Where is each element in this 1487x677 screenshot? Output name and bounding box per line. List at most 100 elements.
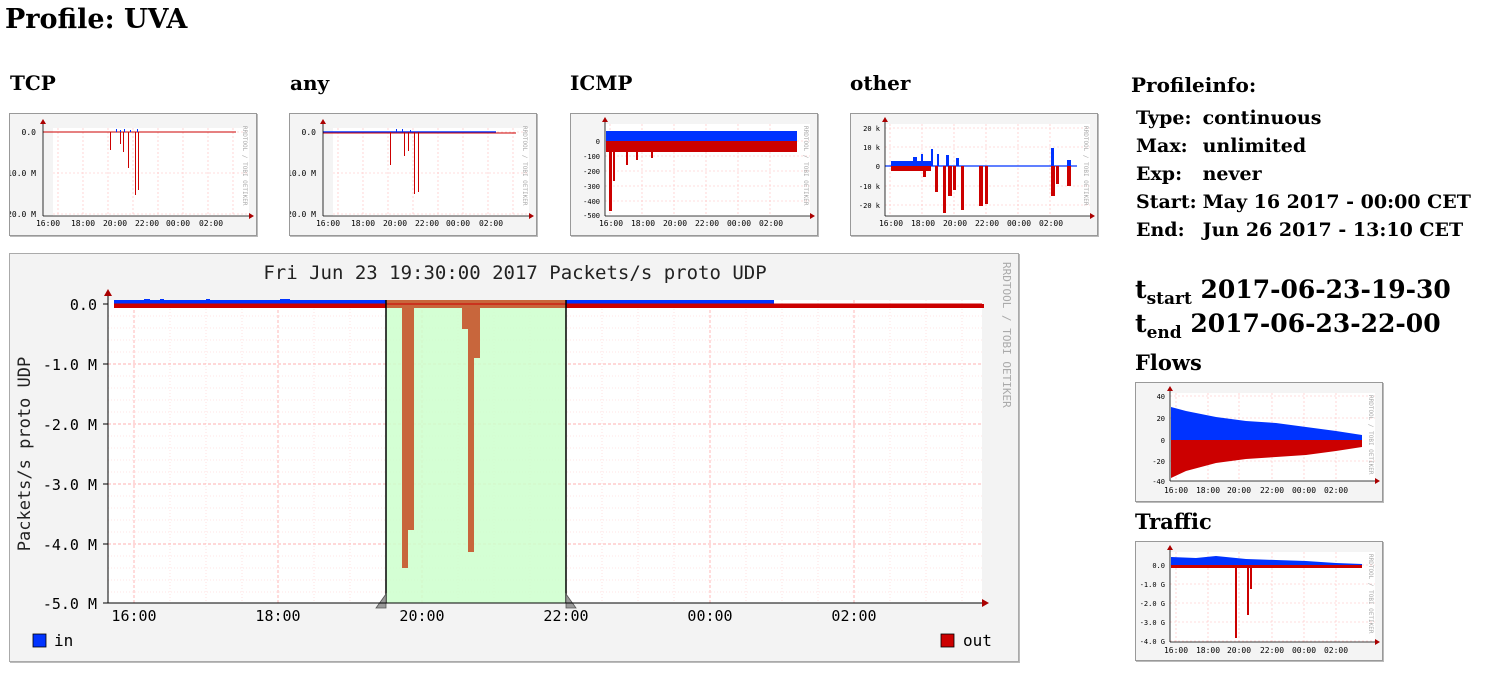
ytick: -10.0 M [290,169,316,178]
chart-title: Fri Jun 23 19:30:00 2017 Packets/s proto… [263,262,766,284]
profileinfo-row-type: Type: continuous [1133,105,1474,133]
profileinfo-row-end: End: Jun 26 2017 - 13:10 CET [1133,217,1474,245]
profileinfo-table: Type: continuous Max: unlimited Exp: never … [1133,105,1474,245]
tstart-line: tstart 2017-06-23-19-30 [1135,275,1451,309]
legend-in-swatch [32,633,47,648]
ytick: 10 k [863,144,881,152]
xtick: 20:00 [663,219,687,228]
ytick: 0.0 [22,128,37,137]
ytick: -2.0 M [43,416,97,434]
watermark: RRDTOOL / TOBI OETIKER [1367,554,1374,634]
ytick: -20 k [859,202,881,210]
legend-in-label: in [54,631,73,650]
xtick: 00:00 [687,607,732,625]
ytick: 20 [1157,415,1165,423]
ytick: -20 [1152,458,1165,466]
selection-start-handle[interactable] [375,592,387,609]
xtick: 20:00 [399,607,444,625]
xtick: 16:00 [1164,646,1188,655]
graph-title-tcp: TCP [10,71,56,95]
xtick: 00:00 [446,219,470,228]
xtick: 16:00 [599,219,623,228]
profileinfo-title: Profileinfo: [1131,73,1257,97]
xtick: 22:00 [543,607,588,625]
icmp-graph-thumbnail[interactable]: 0 -100 -200 -300 -400 -500 16:00 18:00 2… [570,113,818,236]
ytick: 0.0 [1152,562,1165,570]
value: continuous [1202,107,1322,129]
xtick: 18:00 [1196,486,1220,495]
flows-graph-thumbnail[interactable]: 40 20 0 -20 -40 16:00 18:00 20:00 22:00 … [1135,382,1383,502]
xtick: 00:00 [727,219,751,228]
xtick: 16:00 [36,219,60,228]
ytick: -10.0 M [10,169,36,178]
value: Jun 26 2017 - 13:10 CET [1202,219,1464,241]
ytick: -5.0 M [43,595,97,613]
xtick: 02:00 [1324,646,1348,655]
xtick: 02:00 [1324,486,1348,495]
xtick: 20:00 [383,219,407,228]
ytick: 0 [1161,437,1165,445]
xtick: 20:00 [1227,646,1251,655]
label: Start: [1136,191,1197,213]
label: Max: [1136,135,1188,157]
xtick: 22:00 [1260,646,1284,655]
ytick: 0 [876,163,880,171]
ytick: -1.0 G [1140,581,1165,589]
xtick: 02:00 [831,607,876,625]
flows-title: Flows [1135,350,1202,375]
ytick: -40 [1152,478,1165,486]
ytick: 0 [596,138,600,146]
xtick: 00:00 [1292,646,1316,655]
traffic-graph-thumbnail[interactable]: 0.0 -1.0 G -2.0 G -3.0 G -4.0 G 16:00 18… [1135,541,1383,661]
xtick: 18:00 [351,219,375,228]
xtick: 00:00 [166,219,190,228]
graph-title-icmp: ICMP [570,71,633,95]
xtick: 22:00 [415,219,439,228]
xtick: 22:00 [975,219,999,228]
ytick: -200 [583,168,600,176]
legend-out-swatch [940,633,955,648]
label: Type: [1136,107,1192,129]
value: May 16 2017 - 00:00 CET [1202,191,1471,213]
xtick: 16:00 [111,607,156,625]
xtick: 00:00 [1292,486,1316,495]
ytick: -1.0 M [43,356,97,374]
watermark: RRDTOOL / TOBI OETIKER [241,126,248,206]
xtick: 18:00 [71,219,95,228]
ytick: -20.0 M [10,210,36,219]
watermark: RRDTOOL / TOBI OETIKER [1082,126,1089,206]
label: Exp: [1136,163,1183,185]
ytick: -500 [583,212,600,220]
ytick: -3.0 G [1140,619,1165,627]
ytick: 0.0 [70,296,97,314]
xtick: 20:00 [1227,486,1251,495]
ytick: -3.0 M [43,476,97,494]
xtick: 16:00 [316,219,340,228]
graph-title-any: any [290,71,330,95]
xtick: 20:00 [943,219,967,228]
ytick: -2.0 G [1140,600,1165,608]
other-graph-thumbnail[interactable]: 20 k 10 k 0 -10 k -20 k 16:00 18:00 20:0… [850,113,1098,236]
udp-main-graph[interactable]: Fri Jun 23 19:30:00 2017 Packets/s proto… [9,253,1019,662]
ytick: 20 k [863,125,881,133]
ytick: -4.0 G [1140,638,1165,646]
page-title: Profile: UVA [5,4,188,35]
xtick: 22:00 [135,219,159,228]
xtick: 22:00 [695,219,719,228]
value: never [1202,163,1262,185]
tcp-graph-thumbnail[interactable]: 0.0 -10.0 M -20.0 M 16:00 18:00 20:00 22… [9,113,257,236]
profileinfo-row-exp: Exp: never [1133,161,1474,189]
xtick: 18:00 [911,219,935,228]
ytick: -100 [583,153,600,161]
selection-end-handle[interactable] [565,592,577,609]
traffic-title: Traffic [1135,509,1212,534]
xtick: 18:00 [1196,646,1220,655]
profileinfo-row-start: Start: May 16 2017 - 00:00 CET [1133,189,1474,217]
xtick: 02:00 [1039,219,1063,228]
xtick: 22:00 [1260,486,1284,495]
ytick: -300 [583,183,600,191]
legend-out-label: out [963,631,992,650]
value: unlimited [1202,135,1307,157]
any-graph-thumbnail[interactable]: 0.0 -10.0 M -20.0 M 16:00 18:00 20:00 22… [289,113,537,236]
ytick: -400 [583,198,600,206]
